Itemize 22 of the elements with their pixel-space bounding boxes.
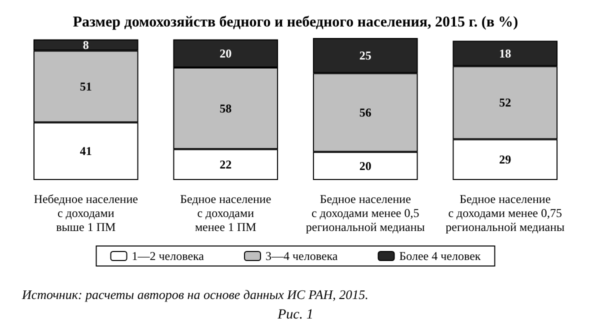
data-label: 51 bbox=[80, 80, 92, 94]
data-label: 41 bbox=[80, 144, 92, 158]
legend-label: 3—4 человека bbox=[266, 249, 338, 263]
data-label: 18 bbox=[499, 46, 512, 60]
x-tick-label: Небедное население с доходами выше 1 ПМ bbox=[34, 192, 138, 234]
data-label: 29 bbox=[499, 152, 512, 167]
data-label: 20 bbox=[220, 46, 232, 60]
data-label: 58 bbox=[220, 101, 232, 116]
data-label: 25 bbox=[359, 48, 372, 63]
data-label: 56 bbox=[359, 106, 372, 120]
data-label: 8 bbox=[82, 38, 89, 52]
x-tick-label: Бедное население с доходами менее 0,5 региональной медианы bbox=[306, 192, 425, 234]
text: Источник: расчеты авторов на основе данных ИС РАН, 2015. bbox=[21, 287, 368, 302]
x-tick-label: Бедное население с доходами менее 0,75 региональной медианы bbox=[446, 192, 565, 234]
chart-title: Размер домохозяйств бедного и небедного населения, 2015 г. (в %) bbox=[72, 14, 518, 30]
data-label: 52 bbox=[499, 96, 512, 110]
legend-label: Более 4 человек bbox=[399, 249, 481, 263]
data-label: 22 bbox=[220, 158, 232, 172]
data-label: 20 bbox=[359, 158, 372, 173]
legend-label: 1—2 человека bbox=[132, 249, 205, 263]
text: Рис. 1 bbox=[276, 308, 314, 322]
x-tick-label: Бедное население с доходами менее 1 ПМ bbox=[180, 192, 272, 234]
